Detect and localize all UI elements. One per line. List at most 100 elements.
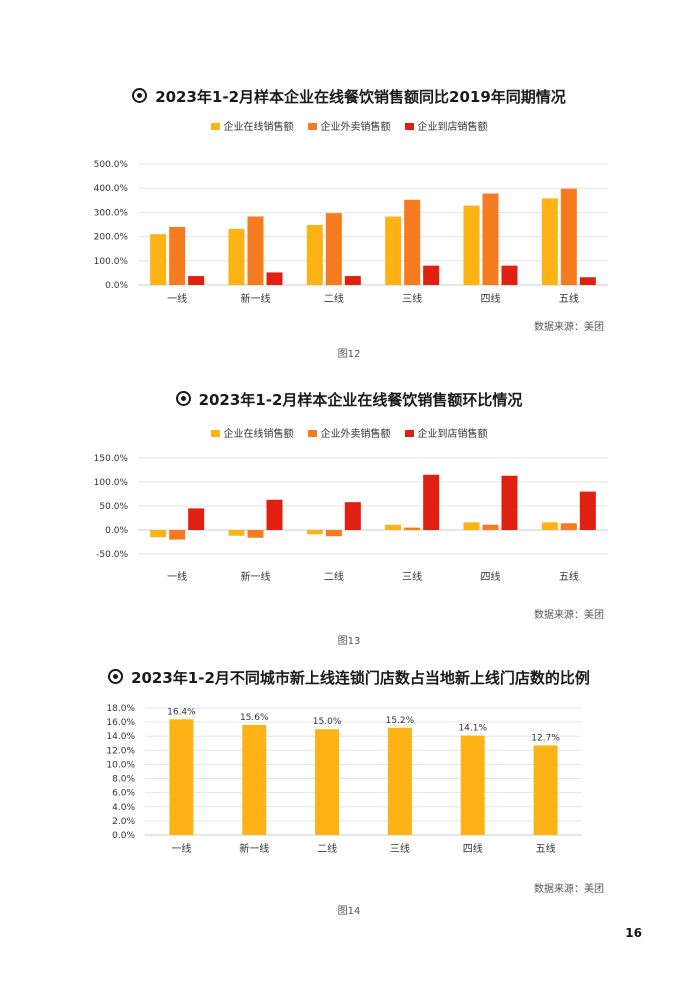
data-label: 15.2% <box>386 716 415 726</box>
y-tick-label: 50.0% <box>99 502 128 512</box>
bar <box>344 502 361 530</box>
x-category-label: 新一线 <box>239 842 269 855</box>
chart1-caption: 图12 <box>337 349 361 360</box>
legend-item: 企业外卖销售额 <box>307 425 391 440</box>
bar <box>266 499 283 530</box>
legend-swatch <box>210 430 220 437</box>
y-tick-label: 10.0% <box>106 760 135 770</box>
y-tick-label: 200.0% <box>94 233 129 243</box>
chart2-caption: 图13 <box>337 636 361 647</box>
bar <box>188 276 205 285</box>
y-tick-label: 100.0% <box>94 478 129 488</box>
x-category-label: 新一线 <box>241 570 271 583</box>
y-tick-label: 18.0% <box>106 704 135 714</box>
bar <box>579 491 596 530</box>
data-label: 12.7% <box>531 733 560 743</box>
chart3-caption: 图14 <box>337 906 361 917</box>
bar <box>188 508 205 530</box>
y-tick-label: 4.0% <box>112 803 135 813</box>
bar <box>228 530 245 536</box>
chart3-source: 数据来源：美团 <box>534 884 604 895</box>
y-tick-label: -50.0% <box>96 550 128 560</box>
x-category-label: 二线 <box>317 842 337 855</box>
x-category-label: 四线 <box>481 292 501 305</box>
bar <box>463 205 480 285</box>
bar <box>306 530 323 535</box>
y-tick-label: 0.0% <box>105 281 128 291</box>
y-tick-label: 14.0% <box>106 732 135 742</box>
bar <box>150 234 167 285</box>
bar <box>169 530 186 540</box>
chart2-plot: -50.0% 0.0% 50.0% 100.0% 150.0% 一线 新一线 二线 三线 四线 五线 <box>94 454 608 583</box>
y-tick-label: 12.0% <box>106 746 135 756</box>
bar <box>169 719 194 835</box>
x-category-label: 四线 <box>463 842 483 855</box>
bar <box>579 277 596 285</box>
bar <box>325 213 342 285</box>
x-category-label: 一线 <box>167 570 187 583</box>
bar <box>541 198 558 285</box>
legend-item: 企业到店销售额 <box>404 118 488 133</box>
y-tick-label: 2.0% <box>112 817 135 827</box>
chart2-source: 数据来源：美团 <box>534 610 604 621</box>
y-tick-label: 100.0% <box>94 257 129 267</box>
y-tick-label: 8.0% <box>112 775 135 785</box>
bar <box>385 216 402 285</box>
x-category-label: 五线 <box>536 842 556 855</box>
bar <box>501 475 518 530</box>
y-tick-label: 0.0% <box>105 526 128 536</box>
chart3-plot: 0.0% 2.0% 4.0% 6.0% 8.0% 10.0% 12.0% 14.0% 16.0%… <box>106 704 582 855</box>
legend-label: 企业外卖销售额 <box>320 122 391 133</box>
bar <box>266 272 283 285</box>
legend-label: 企业到店销售额 <box>417 122 488 133</box>
legend-label: 企业外卖销售额 <box>320 429 391 440</box>
legend-swatch <box>307 430 317 437</box>
legend-label: 企业在线销售额 <box>223 122 294 133</box>
bar <box>541 522 558 530</box>
target-icon <box>175 391 191 406</box>
bar <box>306 224 323 285</box>
bar <box>560 188 577 285</box>
x-category-label: 新一线 <box>241 292 271 305</box>
y-tick-label: 16.0% <box>106 718 135 728</box>
chart1-source: 数据来源：美团 <box>534 322 604 333</box>
x-category-label: 三线 <box>390 842 410 855</box>
y-tick-label: 6.0% <box>112 789 135 799</box>
bar <box>533 745 558 835</box>
data-label: 15.6% <box>240 713 269 723</box>
legend-item: 企业外卖销售额 <box>307 118 391 133</box>
bar <box>315 729 340 835</box>
bar <box>325 530 342 537</box>
target-icon <box>132 88 148 103</box>
data-label: 15.0% <box>313 717 342 727</box>
x-category-label: 三线 <box>402 570 422 583</box>
bar <box>387 727 412 835</box>
y-tick-label: 0.0% <box>112 831 135 841</box>
bar <box>228 228 245 285</box>
bar <box>463 522 480 530</box>
legend-swatch <box>307 123 317 130</box>
x-category-label: 一线 <box>171 842 191 855</box>
bar <box>482 524 499 530</box>
chart1-title: 2023年1-2月样本企业在线餐饮销售额同比2019年同期情况 <box>0 86 698 107</box>
x-category-label: 三线 <box>402 292 422 305</box>
legend-item: 企业在线销售额 <box>210 425 294 440</box>
bar <box>423 265 440 285</box>
bar <box>247 216 264 285</box>
bar <box>150 530 167 538</box>
legend-swatch <box>404 430 414 437</box>
y-tick-label: 500.0% <box>94 160 129 170</box>
bar <box>404 527 421 530</box>
bar <box>242 724 267 835</box>
bar <box>169 226 186 285</box>
x-category-label: 二线 <box>324 292 344 305</box>
chart2-title: 2023年1-2月样本企业在线餐饮销售额环比情况 <box>0 389 698 410</box>
y-tick-label: 400.0% <box>94 184 129 194</box>
legend-swatch <box>210 123 220 130</box>
legend-label: 企业在线销售额 <box>223 429 294 440</box>
x-category-label: 一线 <box>167 292 187 305</box>
chart3-title: 2023年1-2月不同城市新上线连锁门店数占当地新上线门店数的比例 <box>0 667 698 688</box>
bar <box>560 523 577 530</box>
legend-item: 企业在线销售额 <box>210 118 294 133</box>
y-tick-label: 150.0% <box>94 454 129 464</box>
